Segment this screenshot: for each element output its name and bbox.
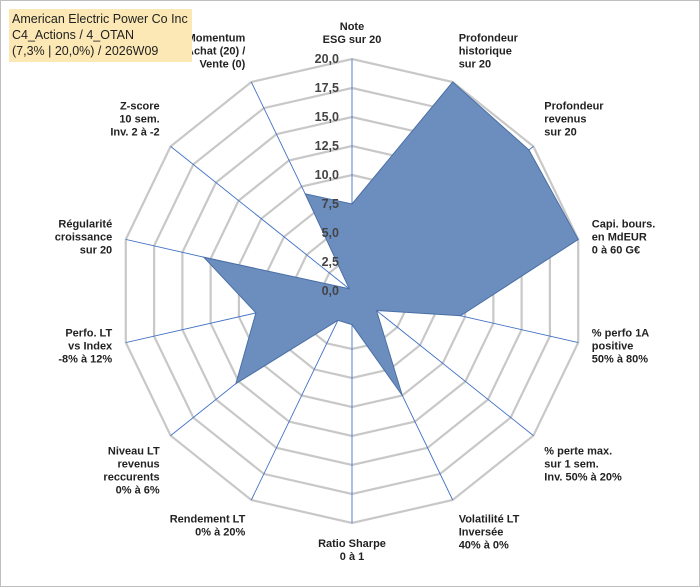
axis-label-12: Z-score 10 sem. Inv. 2 à -2	[110, 101, 159, 139]
axis-label-10: Perfo. LT vs Index -8% à 12%	[58, 328, 113, 366]
axis-label-4: % perfo 1A positive 50% à 80%	[592, 328, 650, 366]
axis-label-2-line-2: sur 20	[544, 127, 576, 139]
title-metrics: (7,3% | 20,0%) / 2026W09	[12, 44, 159, 58]
axis-label-5-line-2: Inv. 50% à 20%	[544, 471, 622, 483]
axis-label-9-line-1: revenus	[117, 458, 159, 470]
axis-label-4-line-1: positive	[592, 341, 634, 353]
axis-label-1: Profondeur historique sur 20	[459, 32, 519, 70]
radar-series	[202, 81, 579, 396]
axis-label-6-line-1: Inversée	[459, 527, 504, 539]
axis-label-13-line-1: Achat (20) /	[186, 45, 245, 57]
tick-label-4: 10,0	[315, 168, 339, 182]
axis-label-11-line-2: sur 20	[80, 244, 112, 256]
axis-label-13-line-2: Vente (0)	[199, 58, 245, 70]
axis-label-2-line-1: revenus	[544, 114, 586, 126]
tick-label-5: 12,5	[315, 139, 339, 153]
axis-label-9-line-3: 0% à 6%	[116, 484, 160, 496]
tick-label-3: 7,5	[322, 197, 339, 211]
axis-label-11-line-0: Régularité	[58, 218, 112, 230]
tick-label-0: 0,0	[322, 284, 339, 298]
axis-label-6: Volatilité LT Inversée 40% à 0%	[459, 514, 520, 552]
axis-spoke-8	[250, 290, 353, 501]
axis-label-4-line-0: % perfo 1A	[592, 328, 650, 340]
axis-label-10-line-1: vs Index	[68, 341, 113, 353]
axis-label-2: Profondeur revenus sur 20	[544, 101, 604, 139]
axis-label-2-line-0: Profondeur	[544, 101, 604, 113]
axis-label-7-line-1: 0 à 1	[340, 551, 364, 563]
tick-label-6: 15,0	[315, 110, 339, 124]
axis-label-5-line-1: sur 1 sem.	[544, 458, 598, 470]
axis-label-3-line-0: Capi. bours.	[592, 218, 656, 230]
axis-label-7: Ratio Sharpe 0 à 1	[318, 538, 386, 563]
axis-label-1-line-1: historique	[459, 45, 512, 57]
axis-label-6-line-0: Volatilité LT	[459, 514, 520, 526]
axis-label-0-line-1: ESG sur 20	[323, 34, 382, 46]
title-company: American Electric Power Co Inc	[12, 12, 188, 26]
series-area	[202, 81, 579, 396]
tick-label-1: 2,5	[322, 255, 339, 269]
axis-label-1-line-0: Profondeur	[459, 32, 519, 44]
axis-label-8: Rendement LT 0% à 20%	[170, 514, 246, 539]
tick-label-2: 5,0	[322, 226, 339, 240]
tick-label-8: 20,0	[315, 52, 339, 66]
axis-label-12-line-1: 10 sem.	[119, 114, 159, 126]
axis-label-8-line-1: 0% à 20%	[195, 527, 245, 539]
axis-label-5-line-0: % perte max.	[544, 445, 612, 457]
axis-label-0: Note ESG sur 20	[323, 21, 382, 46]
radar-tick-labels: 0,0 2,5 5,0 7,5 10,0 12,5 15,0 17,5 20,0	[315, 52, 339, 298]
axis-label-1-line-2: sur 20	[459, 58, 491, 70]
axis-label-0-line-0: Note	[340, 21, 364, 33]
tick-label-7: 17,5	[315, 81, 339, 95]
axis-label-12-line-0: Z-score	[120, 101, 160, 113]
axis-label-5: % perte max. sur 1 sem. Inv. 50% à 20%	[544, 445, 622, 483]
axis-spoke-5	[351, 290, 534, 436]
axis-label-6-line-2: 40% à 0%	[459, 540, 509, 552]
axis-label-10-line-2: -8% à 12%	[58, 354, 112, 366]
chart-title-box: American Electric Power Co Inc C4_Action…	[9, 9, 192, 62]
axis-label-11-line-1: croissance	[55, 231, 112, 243]
title-category: C4_Actions / 4_OTAN	[12, 28, 135, 42]
axis-label-11: Régularité croissance sur 20	[55, 218, 112, 256]
axis-label-3: Capi. bours. en MdEUR 0 à 60 G€	[592, 218, 656, 256]
axis-label-9-line-2: reccurents	[103, 471, 159, 483]
axis-label-8-line-0: Rendement LT	[170, 514, 246, 526]
axis-label-3-line-1: en MdEUR	[592, 231, 647, 243]
axis-label-3-line-2: 0 à 60 G€	[592, 244, 640, 256]
axis-label-7-line-0: Ratio Sharpe	[318, 538, 386, 550]
axis-label-10-line-0: Perfo. LT	[65, 328, 112, 340]
axis-label-12-line-2: Inv. 2 à -2	[110, 127, 159, 139]
axis-label-13-line-0: Momentum	[187, 32, 246, 44]
axis-label-9: Niveau LT revenus reccurents 0% à 6%	[103, 445, 160, 496]
axis-label-13: Momentum Achat (20) / Vente (0)	[186, 32, 246, 70]
axis-label-9-line-0: Niveau LT	[108, 445, 160, 457]
axis-spoke-12	[170, 146, 353, 292]
axis-label-4-line-2: 50% à 80%	[592, 354, 648, 366]
radar-axis-labels: Note ESG sur 20 Profondeur historique sur 20…	[55, 21, 656, 563]
